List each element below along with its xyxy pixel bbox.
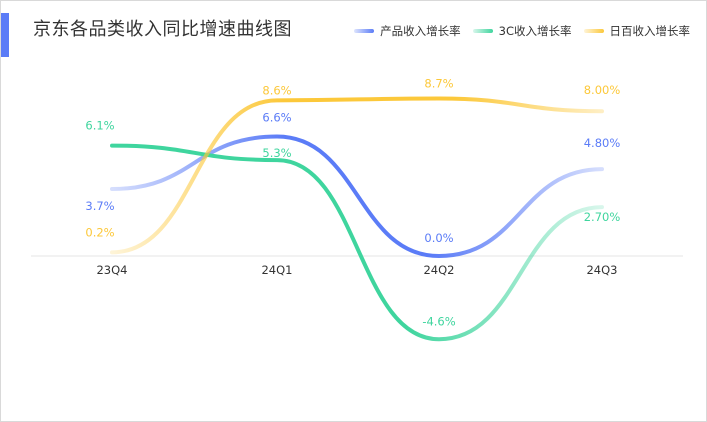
data-label: 8.00%	[584, 83, 621, 97]
data-label: 0.2%	[85, 225, 114, 239]
title-accent-bar	[1, 13, 9, 57]
legend-label-3c: 3C收入增长率	[498, 24, 572, 38]
x-tick-label: 23Q4	[96, 263, 127, 277]
data-label: 6.1%	[85, 119, 114, 133]
series-line-0	[110, 134, 604, 259]
legend-swatch-3c	[472, 29, 493, 33]
legend-item-3c[interactable]: 3C收入增长率	[472, 23, 572, 39]
data-label: -4.6%	[422, 314, 455, 328]
x-tick-label: 24Q3	[586, 263, 617, 277]
legend-label-product: 产品收入增长率	[380, 24, 461, 38]
data-label: 3.7%	[85, 199, 114, 213]
data-label: 8.7%	[424, 77, 453, 91]
data-label: 8.6%	[262, 83, 291, 97]
data-label: 5.3%	[262, 146, 291, 160]
data-label: 0.0%	[424, 231, 453, 245]
series-line-2	[110, 96, 604, 255]
chart-title: 京东各品类收入同比增速曲线图	[33, 19, 292, 40]
data-label: 2.70%	[584, 210, 621, 224]
legend-swatch-product	[354, 29, 375, 33]
legend-swatch-daily	[583, 29, 604, 33]
series-line-1	[110, 143, 604, 342]
data-label: 6.6%	[262, 111, 291, 125]
data-label: 4.80%	[584, 136, 621, 150]
legend: 产品收入增长率 3C收入增长率 日百收入增长率	[354, 23, 690, 39]
legend-label-daily: 日百收入增长率	[609, 24, 691, 38]
legend-item-daily[interactable]: 日百收入增长率	[583, 23, 691, 39]
x-tick-label: 24Q1	[261, 263, 292, 277]
legend-item-product[interactable]: 产品收入增长率	[354, 23, 461, 39]
x-tick-label: 24Q2	[423, 263, 454, 277]
